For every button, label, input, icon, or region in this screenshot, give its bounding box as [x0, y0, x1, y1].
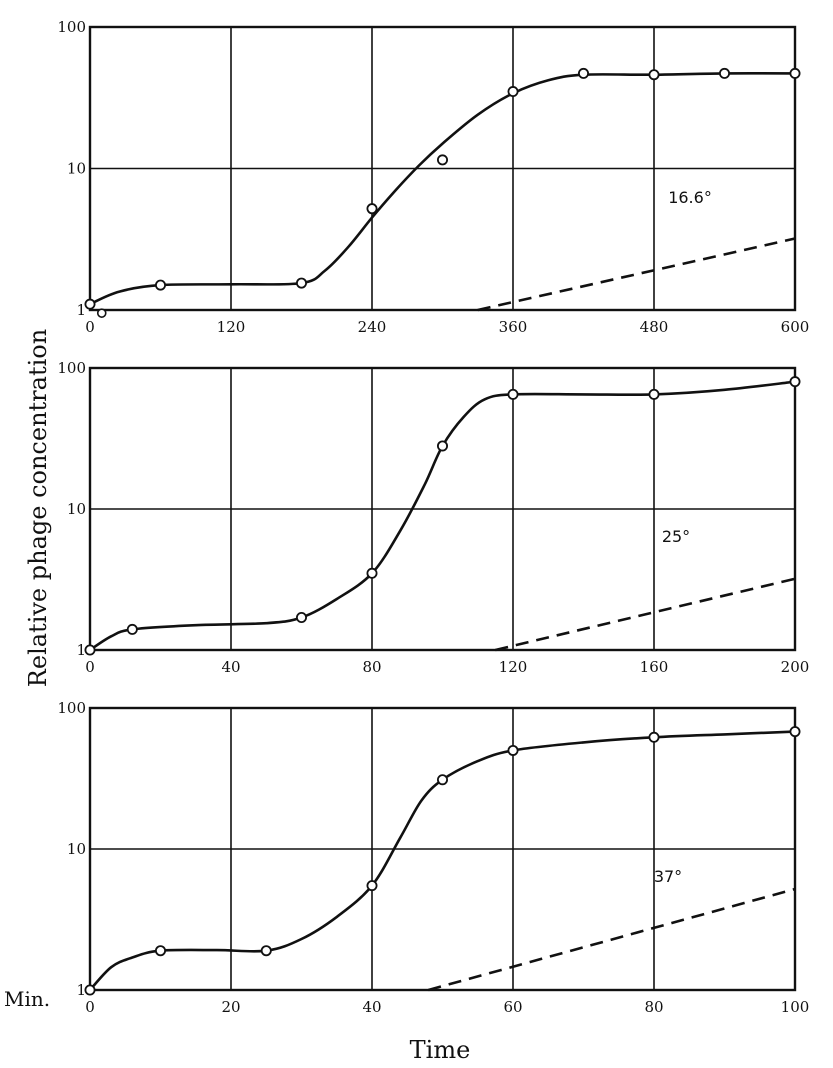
x-axis-label: Time — [410, 1036, 471, 1064]
data-point — [84, 644, 96, 656]
temperature-label: 37° — [654, 867, 682, 886]
dashed-line — [495, 577, 796, 652]
data-point-extra — [96, 308, 107, 318]
x-tick-label: 0 — [85, 658, 95, 676]
y-tick-label: 10 — [67, 500, 86, 518]
x-tick-label: 160 — [640, 658, 669, 676]
x-tick-label: 40 — [362, 998, 381, 1016]
growth-curve — [89, 380, 796, 652]
y-tick-label: 1 — [76, 981, 86, 999]
growth-curve — [89, 72, 796, 306]
x-unit-label: Min. — [4, 987, 50, 1011]
panel-frame — [88, 25, 797, 312]
data-point — [648, 388, 660, 400]
data-point — [789, 726, 801, 738]
data-point — [295, 612, 307, 624]
y-tick-label: 100 — [57, 18, 86, 36]
y-tick-label: 1 — [76, 641, 86, 659]
data-point — [789, 67, 801, 79]
x-tick-label: 480 — [640, 318, 669, 336]
x-tick-label: 0 — [85, 998, 95, 1016]
x-tick-label: 60 — [503, 998, 522, 1016]
data-point — [648, 69, 660, 81]
panel-3: 0 20 40 60 80 100 1 10 100 37° — [57, 699, 809, 1016]
data-point — [366, 567, 378, 579]
x-tick-label: 40 — [221, 658, 240, 676]
y-tick-label: 10 — [67, 160, 86, 178]
temperature-label: 16.6° — [668, 188, 712, 207]
panel-2: 0 40 80 120 160 200 1 10 100 25° — [57, 359, 809, 676]
data-point — [295, 277, 307, 289]
data-point — [719, 67, 731, 79]
panel-1: 0 120 240 360 480 600 1 10 100 16.6° — [57, 18, 809, 336]
dashed-line — [477, 237, 796, 312]
y-tick-label: 10 — [67, 840, 86, 858]
x-tick-label: 360 — [499, 318, 528, 336]
data-point — [578, 67, 590, 79]
y-tick-label: 1 — [76, 301, 86, 319]
x-tick-label: 120 — [499, 658, 528, 676]
data-point — [436, 440, 448, 452]
panel-frame — [88, 706, 797, 992]
data-point — [84, 984, 96, 996]
data-point — [648, 731, 660, 743]
x-tick-label: 0 — [85, 318, 95, 336]
x-tick-label: 600 — [781, 318, 810, 336]
growth-curve — [89, 730, 796, 991]
x-tick-label: 20 — [221, 998, 240, 1016]
x-tick-label: 80 — [362, 658, 381, 676]
y-tick-label: 100 — [57, 359, 86, 377]
data-point — [507, 86, 519, 98]
data-point — [436, 154, 448, 166]
data-point — [789, 376, 801, 388]
y-tick-label: 100 — [57, 699, 86, 717]
data-point — [366, 880, 378, 892]
x-tick-label: 100 — [781, 998, 810, 1016]
data-point — [126, 623, 138, 635]
dashed-line — [428, 887, 796, 992]
x-tick-label: 80 — [644, 998, 663, 1016]
temperature-label: 25° — [662, 527, 690, 546]
data-point — [154, 279, 166, 291]
y-axis-label: Relative phage concentration — [24, 329, 52, 687]
data-point — [507, 744, 519, 756]
data-point — [507, 388, 519, 400]
data-point — [366, 203, 378, 215]
panel-frame — [88, 366, 797, 652]
data-point — [84, 298, 96, 310]
x-tick-label: 240 — [358, 318, 387, 336]
x-tick-label: 200 — [781, 658, 810, 676]
data-point — [436, 774, 448, 786]
x-tick-label: 120 — [217, 318, 246, 336]
data-point — [260, 945, 272, 957]
data-point — [154, 945, 166, 957]
